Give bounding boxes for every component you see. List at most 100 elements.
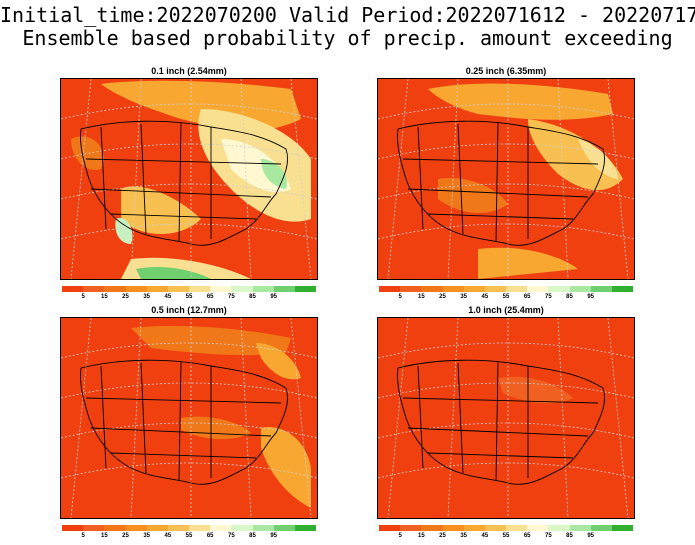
chart-title-line2: Ensemble based probability of precip. am… (22, 26, 673, 50)
colorbar-label: 25 (439, 294, 446, 300)
colorbar-segment (294, 286, 317, 292)
colorbar-label: 45 (481, 294, 489, 300)
colorbar-segment (210, 286, 232, 292)
colorbar-segment (484, 525, 507, 531)
colorbar-segment (146, 525, 169, 531)
colorbar-segment (463, 525, 486, 531)
colorbar-segment (569, 286, 592, 292)
colorbar-label: 35 (460, 533, 467, 539)
colorbar-segment (252, 525, 275, 531)
colorbar-label: 65 (206, 533, 214, 539)
colorbar-label: 5 (81, 294, 85, 300)
probability-map (60, 78, 318, 280)
colorbar-label: 75 (227, 533, 235, 539)
colorbar-label: 25 (122, 533, 129, 539)
colorbar-segment (506, 286, 528, 292)
map-canvas (378, 79, 634, 279)
colorbar-segment (189, 525, 211, 531)
colorbar-label: 25 (122, 294, 129, 300)
colorbar-label: 35 (143, 533, 150, 539)
colorbar-segment (83, 525, 105, 531)
colorbar-segment (506, 525, 528, 531)
colorbar-segment (400, 286, 422, 292)
colorbar-segment (104, 286, 126, 292)
colorbar-segment (83, 286, 105, 292)
colorbar-label: 45 (164, 294, 172, 300)
colorbar-segment (125, 286, 148, 292)
colorbar-segment (611, 525, 634, 531)
colorbar: 5 15 25 35 45 55 65 75 85 95 (62, 525, 317, 543)
colorbar-label: 85 (249, 533, 256, 539)
colorbar-segment (442, 286, 465, 292)
colorbar-label: 65 (206, 294, 214, 300)
colorbar-segment (210, 525, 232, 531)
colorbar-label: 55 (502, 294, 510, 300)
colorbar-label: 25 (439, 533, 446, 539)
colorbar-label: 15 (417, 533, 425, 539)
panel-title: 0.25 inch (6.35mm) (465, 66, 547, 76)
colorbar-segment (611, 286, 634, 292)
colorbar-label: 55 (185, 533, 193, 539)
colorbar-segment (463, 286, 486, 292)
colorbar-segment (400, 525, 422, 531)
probability-map (377, 78, 635, 280)
colorbar-segment (548, 286, 570, 292)
colorbar: 5 15 25 35 45 55 65 75 85 95 (379, 286, 634, 304)
colorbar-label: 85 (249, 294, 256, 300)
colorbar-label: 95 (587, 533, 594, 539)
colorbar-label: 85 (566, 533, 573, 539)
colorbar-segment (569, 525, 592, 531)
colorbar-segment (231, 525, 253, 531)
colorbar-segment (548, 525, 570, 531)
colorbar-label: 5 (81, 533, 85, 539)
colorbar-label: 75 (544, 533, 552, 539)
colorbar-segment (379, 525, 401, 531)
map-canvas (378, 318, 634, 518)
colorbar-segment (421, 525, 443, 531)
colorbar-segment (273, 286, 296, 292)
colorbar-label: 75 (544, 294, 552, 300)
colorbar-label: 65 (523, 533, 531, 539)
colorbar-segment (527, 286, 549, 292)
colorbar-segment (590, 525, 613, 531)
colorbar-segment (294, 525, 317, 531)
colorbar-segment (62, 286, 84, 292)
colorbar-label: 15 (100, 294, 108, 300)
colorbar-segment (442, 525, 465, 531)
colorbar-segment (527, 525, 549, 531)
colorbar-label: 65 (523, 294, 531, 300)
colorbar-segment (104, 525, 126, 531)
colorbar-label: 95 (587, 294, 594, 300)
colorbar-label: 85 (566, 294, 573, 300)
colorbar-segment (167, 525, 190, 531)
colorbar-segment (167, 286, 190, 292)
colorbar-segment (379, 286, 401, 292)
probability-map (60, 317, 318, 519)
colorbar-label: 5 (398, 533, 402, 539)
colorbar-label: 5 (398, 294, 402, 300)
colorbar-segment (125, 525, 148, 531)
panel-title: 0.5 inch (12.7mm) (151, 305, 227, 315)
probability-map (377, 317, 635, 519)
colorbar-label: 45 (481, 533, 489, 539)
colorbar-label: 35 (460, 294, 467, 300)
colorbar-label: 15 (100, 533, 108, 539)
colorbar-segment (189, 286, 211, 292)
colorbar-segment (146, 286, 169, 292)
map-canvas (61, 318, 317, 518)
colorbar-label: 95 (270, 294, 277, 300)
colorbar-label: 55 (502, 533, 510, 539)
colorbar-segment (252, 286, 275, 292)
colorbar-segment (273, 525, 296, 531)
colorbar-segment (590, 286, 613, 292)
colorbar-segment (231, 286, 253, 292)
colorbar-label: 45 (164, 533, 172, 539)
colorbar-label: 55 (185, 294, 193, 300)
colorbar-label: 95 (270, 533, 277, 539)
map-canvas (61, 79, 317, 279)
colorbar-segment (421, 286, 443, 292)
panel-title: 1.0 inch (25.4mm) (468, 305, 544, 315)
chart-title-line1: Initial_time:2022070200 Valid Period:202… (0, 3, 695, 27)
colorbar-label: 15 (417, 294, 425, 300)
panel-title: 0.1 inch (2.54mm) (151, 66, 227, 76)
